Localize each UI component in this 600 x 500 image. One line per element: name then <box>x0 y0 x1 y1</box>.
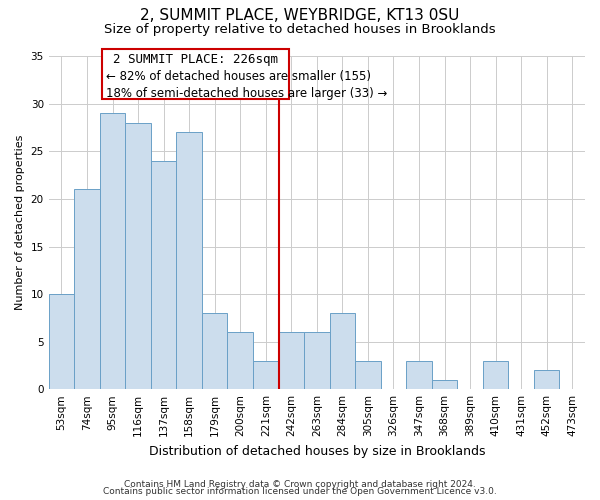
Bar <box>49 294 74 389</box>
Bar <box>227 332 253 389</box>
Y-axis label: Number of detached properties: Number of detached properties <box>15 135 25 310</box>
Text: 2, SUMMIT PLACE, WEYBRIDGE, KT13 0SU: 2, SUMMIT PLACE, WEYBRIDGE, KT13 0SU <box>140 8 460 22</box>
Text: Contains public sector information licensed under the Open Government Licence v3: Contains public sector information licen… <box>103 488 497 496</box>
Bar <box>103 48 289 99</box>
Text: 2 SUMMIT PLACE: 226sqm: 2 SUMMIT PLACE: 226sqm <box>113 54 278 66</box>
Bar <box>100 114 125 389</box>
Bar <box>202 313 227 389</box>
Bar <box>355 360 380 389</box>
Bar <box>329 313 355 389</box>
Bar <box>176 132 202 389</box>
Bar <box>304 332 329 389</box>
Bar <box>151 161 176 389</box>
Bar <box>534 370 559 389</box>
Bar <box>74 190 100 389</box>
Bar <box>432 380 457 389</box>
Bar <box>278 332 304 389</box>
Bar <box>406 360 432 389</box>
Bar <box>253 360 278 389</box>
X-axis label: Distribution of detached houses by size in Brooklands: Distribution of detached houses by size … <box>149 444 485 458</box>
Text: ← 82% of detached houses are smaller (155): ← 82% of detached houses are smaller (15… <box>106 70 371 82</box>
Text: 18% of semi-detached houses are larger (33) →: 18% of semi-detached houses are larger (… <box>106 86 388 100</box>
Bar <box>125 123 151 389</box>
Bar <box>483 360 508 389</box>
Text: Size of property relative to detached houses in Brooklands: Size of property relative to detached ho… <box>104 22 496 36</box>
Text: Contains HM Land Registry data © Crown copyright and database right 2024.: Contains HM Land Registry data © Crown c… <box>124 480 476 489</box>
